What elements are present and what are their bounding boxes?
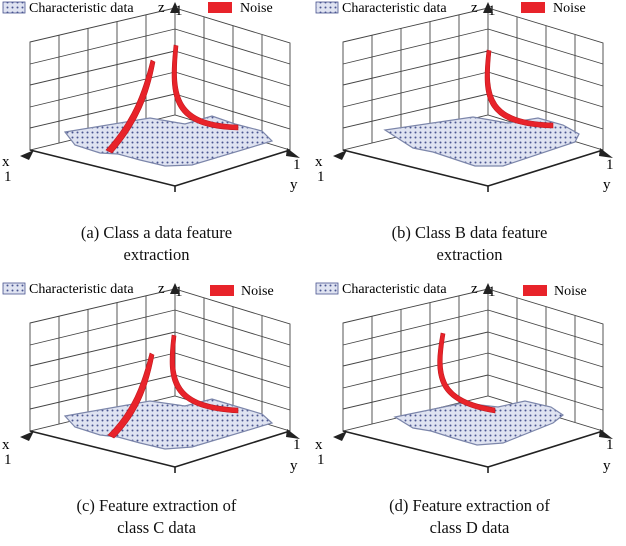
x-axis-label: x <box>2 437 10 453</box>
caption-d: (d) Feature extraction of class D data <box>313 495 626 539</box>
z-axis-arrow-icon <box>483 283 493 294</box>
y-axis-label: y <box>290 458 298 474</box>
z-axis-label: z <box>471 0 478 16</box>
legend-noise-swatch <box>210 285 234 296</box>
caption-line-1: (d) Feature extraction of <box>389 496 550 515</box>
legend-noise-label: Noise <box>553 1 586 16</box>
legend-characteristic-label: Characteristic data <box>342 1 447 16</box>
panel-d: Characteristic data Noise z 1 x 1 1 y <box>313 273 626 546</box>
noise-curves <box>437 332 496 414</box>
y-axis-tick: 1 <box>293 437 301 453</box>
floor-axes <box>29 149 291 192</box>
legend-noise-swatch <box>523 285 547 296</box>
caption-line-1: (a) Class a data feature <box>80 223 233 242</box>
y-axis-label: y <box>603 177 611 193</box>
panel-b: Characteristic data Noise z 1 x 1 1 y <box>313 0 626 273</box>
x-axis-tick: 1 <box>4 169 12 185</box>
panel-a: Characteristic data Noise z 1 x 1 1 y <box>0 0 313 273</box>
z-axis-arrow-icon <box>170 2 180 13</box>
characteristic-data-surface <box>63 398 274 450</box>
y-axis-arrow-icon <box>286 148 300 158</box>
y-axis-arrow-icon <box>286 429 300 439</box>
x-axis-tick: 1 <box>317 452 325 468</box>
x-axis-label: x <box>2 154 10 170</box>
caption-line-2: extraction <box>436 245 503 264</box>
caption-line-2: class C data <box>117 518 196 537</box>
x-axis-tick: 1 <box>4 452 12 468</box>
z-axis-arrow-icon <box>170 283 180 294</box>
noise-curves <box>484 49 554 129</box>
caption-line-1: (b) Class B data feature <box>391 223 548 242</box>
plot-3d-c: Characteristic data Noise z 1 x 1 1 y <box>2 281 301 474</box>
legend-noise-label: Noise <box>241 284 274 299</box>
x-axis-arrow-icon <box>333 150 347 160</box>
characteristic-data-surface <box>63 115 274 167</box>
noise-curves <box>107 334 239 439</box>
legend-characteristic-swatch <box>315 282 339 295</box>
x-axis-tick: 1 <box>317 169 325 185</box>
x-axis-arrow-icon <box>20 431 34 441</box>
plot-3d-a: Characteristic data Noise z 1 x 1 1 y <box>2 0 301 193</box>
y-axis-label: y <box>603 458 611 474</box>
x-axis-arrow-icon <box>333 431 347 441</box>
caption-line-2: class D data <box>429 518 510 537</box>
caption-line-2: extraction <box>123 245 190 264</box>
y-axis-tick: 1 <box>606 157 614 173</box>
legend-characteristic-swatch <box>2 1 26 14</box>
plot-3d-b: Characteristic data Noise z 1 x 1 1 y <box>315 0 614 193</box>
y-axis-arrow-icon <box>599 148 613 158</box>
legend-characteristic-label: Characteristic data <box>29 1 134 16</box>
floor-axes <box>29 430 291 473</box>
plot-3d-d: Characteristic data Noise z 1 x 1 1 y <box>315 281 614 474</box>
y-axis-label: y <box>290 177 298 193</box>
z-axis-label: z <box>471 281 478 297</box>
caption-c: (c) Feature extraction of class C data <box>0 495 313 539</box>
x-axis-arrow-icon <box>20 150 34 160</box>
characteristic-data-surface <box>393 400 565 446</box>
characteristic-data-surface <box>383 116 580 167</box>
x-axis-label: x <box>315 437 323 453</box>
legend-characteristic-swatch <box>315 1 339 14</box>
caption-line-1: (c) Feature extraction of <box>76 496 237 515</box>
legend-characteristic-swatch <box>2 282 26 295</box>
legend-characteristic-label: Characteristic data <box>29 282 134 297</box>
z-axis-label: z <box>158 281 165 297</box>
legend-noise-swatch <box>208 2 232 13</box>
legend-noise-label: Noise <box>554 284 587 299</box>
legend-noise-swatch <box>521 2 545 13</box>
y-axis-tick: 1 <box>293 157 301 173</box>
x-axis-label: x <box>315 154 323 170</box>
z-axis-arrow-icon <box>483 2 493 13</box>
y-axis-tick: 1 <box>606 437 614 453</box>
caption-b: (b) Class B data feature extraction <box>313 222 626 266</box>
y-axis-arrow-icon <box>599 429 613 439</box>
legend-noise-label: Noise <box>240 1 273 16</box>
noise-curves <box>105 44 239 154</box>
panel-c: Characteristic data Noise z 1 x 1 1 y <box>0 273 313 546</box>
legend-characteristic-label: Characteristic data <box>342 282 447 297</box>
z-axis-label: z <box>158 0 165 16</box>
floor-axes <box>342 149 604 192</box>
caption-a: (a) Class a data feature extraction <box>0 222 313 266</box>
floor-axes <box>342 430 604 473</box>
